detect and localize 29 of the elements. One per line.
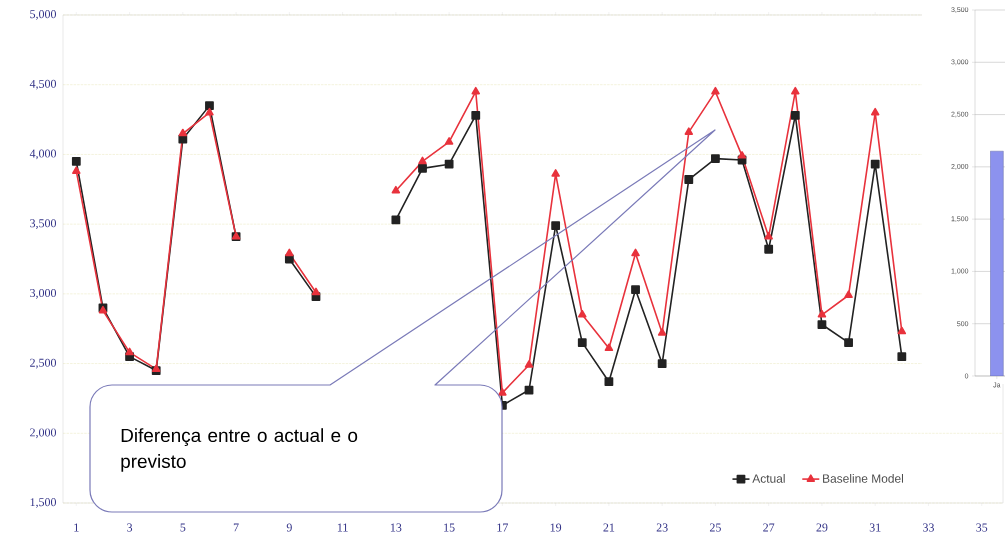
x-tick-label: 35	[976, 523, 988, 532]
x-tick-label: 31	[869, 523, 881, 532]
x-tick-label: 21	[603, 523, 615, 532]
y-tick-label: 1,500	[30, 498, 57, 508]
y-tick-label: 3,000	[30, 288, 57, 299]
y-tick-label: 2,500	[30, 358, 57, 369]
x-tick-label: 3	[127, 523, 133, 532]
annotation: Diferença entre o actual e o previsto	[121, 428, 358, 472]
y-tick-label: 3,500	[30, 219, 57, 230]
x-tick-label: 7	[233, 523, 239, 532]
legend-label: Baseline Model	[823, 474, 903, 483]
y-tick-label: 5,000	[30, 10, 57, 20]
x-tick-label: 11	[337, 523, 348, 532]
y-tick-label: 4,000	[29, 149, 57, 160]
x-tick-label: 27	[763, 523, 775, 532]
y-tick-label: 4,500	[29, 79, 57, 90]
x-tick-label: 5	[180, 523, 186, 532]
x-tick-label: 15	[444, 523, 455, 532]
x-tick-label: 25	[709, 523, 721, 532]
x-tick-label: 23	[656, 523, 668, 532]
y-tick-label: 2,000	[30, 428, 57, 439]
x-tick-label: 17	[497, 523, 509, 532]
x-tick-label: 29	[816, 523, 828, 532]
x-tick-label: 1	[74, 523, 79, 532]
x-tick-label: 9	[286, 523, 292, 532]
x-tick-label: 13	[390, 523, 402, 532]
x-tick-label: 33	[923, 523, 934, 532]
legend-label: Actual	[752, 474, 785, 483]
x-tick-label: 19	[550, 523, 562, 532]
